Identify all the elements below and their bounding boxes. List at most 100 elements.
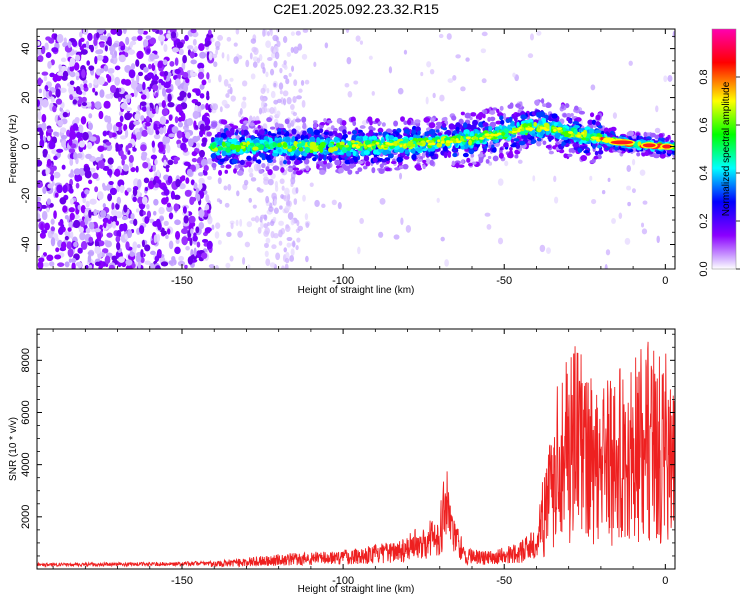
- faint-blob: [642, 200, 648, 205]
- noise-blob: [192, 110, 200, 120]
- noise-blob: [41, 113, 47, 123]
- noise-blob: [92, 87, 96, 93]
- faint-blob: [272, 216, 277, 222]
- ridge-hotspot: [472, 136, 479, 140]
- noise-blob: [68, 221, 74, 229]
- ridge-blob: [514, 154, 519, 159]
- noise-blob: [135, 83, 144, 93]
- noise-blob: [172, 47, 180, 53]
- ridge-blob: [235, 134, 241, 141]
- ridge-blob: [443, 116, 448, 121]
- colorbar-tick-label: 0.4: [698, 165, 710, 180]
- ridge-blob: [225, 164, 232, 169]
- faint-blob: [217, 240, 222, 245]
- noise-blob: [113, 215, 118, 220]
- ridge-blob: [560, 103, 565, 110]
- noise-blob: [72, 123, 79, 131]
- noise-blob: [115, 220, 120, 226]
- noise-blob: [185, 77, 190, 84]
- ridge-hotspot: [558, 129, 563, 133]
- noise-blob: [120, 135, 127, 140]
- noise-blob: [40, 223, 44, 231]
- ridge-blob: [211, 142, 217, 149]
- ridge-blob: [515, 112, 521, 117]
- noise-blob: [132, 246, 137, 253]
- faint-blob: [237, 230, 243, 238]
- noise-blob: [68, 85, 75, 95]
- faint-blob: [250, 217, 256, 222]
- noise-blob: [88, 179, 93, 185]
- ridge-blob: [408, 136, 414, 141]
- faint-blob: [446, 33, 452, 40]
- faint-blob: [225, 262, 231, 269]
- ridge-blob: [470, 124, 477, 131]
- ridge-blob: [585, 137, 590, 142]
- noise-blob: [94, 186, 99, 193]
- noise-blob: [97, 76, 105, 86]
- faint-blob: [297, 43, 303, 51]
- noise-blob: [97, 29, 105, 34]
- faint-blob: [227, 184, 232, 191]
- ridge-hotspot: [375, 142, 380, 145]
- noise-blob: [58, 64, 63, 70]
- faint-blob: [628, 60, 633, 66]
- noise-blob: [206, 240, 213, 250]
- faint-blob: [273, 207, 279, 215]
- noise-blob: [79, 31, 83, 38]
- noise-blob: [196, 193, 201, 202]
- noise-blob: [197, 71, 205, 80]
- noise-blob: [148, 180, 155, 190]
- faint-blob: [226, 53, 230, 62]
- ridge-blob: [500, 119, 505, 125]
- ridge-blob: [385, 134, 390, 141]
- chart-title: C2E1.2025.092.23.32.R15: [273, 1, 439, 17]
- colorbar-ticks: 0.00.20.40.60.8: [698, 69, 740, 277]
- noise-blob: [171, 126, 179, 134]
- noise-blob: [93, 208, 98, 216]
- noise-blob: [57, 71, 64, 76]
- ridge-blob: [573, 128, 578, 135]
- colorbar-label: Normalized spectral amplitude: [721, 81, 732, 216]
- ridge-blob: [264, 144, 270, 148]
- noise-blob: [193, 182, 198, 190]
- ridge-blob: [323, 118, 327, 123]
- noise-blob: [125, 36, 130, 46]
- noise-blob: [195, 226, 200, 234]
- faint-blob: [425, 158, 431, 165]
- noise-blob: [64, 235, 69, 241]
- ridge-blob: [635, 132, 641, 137]
- noise-blob: [198, 222, 205, 230]
- faint-blob: [233, 56, 239, 65]
- noise-blob: [150, 250, 156, 256]
- noise-blob: [115, 211, 123, 219]
- noise-blob: [98, 110, 104, 120]
- ridge-blob: [597, 125, 603, 129]
- ridge-blob: [304, 146, 311, 154]
- faint-blob: [241, 101, 247, 109]
- noise-blob: [66, 241, 70, 249]
- ridge-blob: [352, 150, 357, 157]
- ridge-blob: [666, 149, 673, 154]
- noise-blob: [118, 54, 126, 63]
- x-tick-label: 0: [662, 275, 668, 287]
- noise-blob: [41, 71, 49, 76]
- ridge-blob: [277, 148, 282, 153]
- faint-blob: [248, 167, 254, 174]
- faint-blob: [290, 176, 296, 185]
- faint-blob: [284, 263, 289, 269]
- noise-blob: [190, 179, 195, 186]
- ridge-blob: [424, 132, 429, 137]
- faint-blob: [420, 71, 424, 77]
- noise-blob: [107, 193, 113, 202]
- colorbar: 0.00.20.40.60.8 Normalized spectral ampl…: [698, 28, 740, 277]
- ridge-blob: [482, 113, 486, 119]
- noise-blob: [77, 247, 83, 254]
- faint-blob: [219, 199, 223, 205]
- noise-blob: [137, 71, 144, 77]
- ridge-blob: [318, 143, 325, 149]
- noise-blob: [183, 215, 189, 224]
- ridge-blob: [323, 131, 329, 136]
- faint-blob: [626, 165, 632, 172]
- noise-blob: [130, 213, 135, 220]
